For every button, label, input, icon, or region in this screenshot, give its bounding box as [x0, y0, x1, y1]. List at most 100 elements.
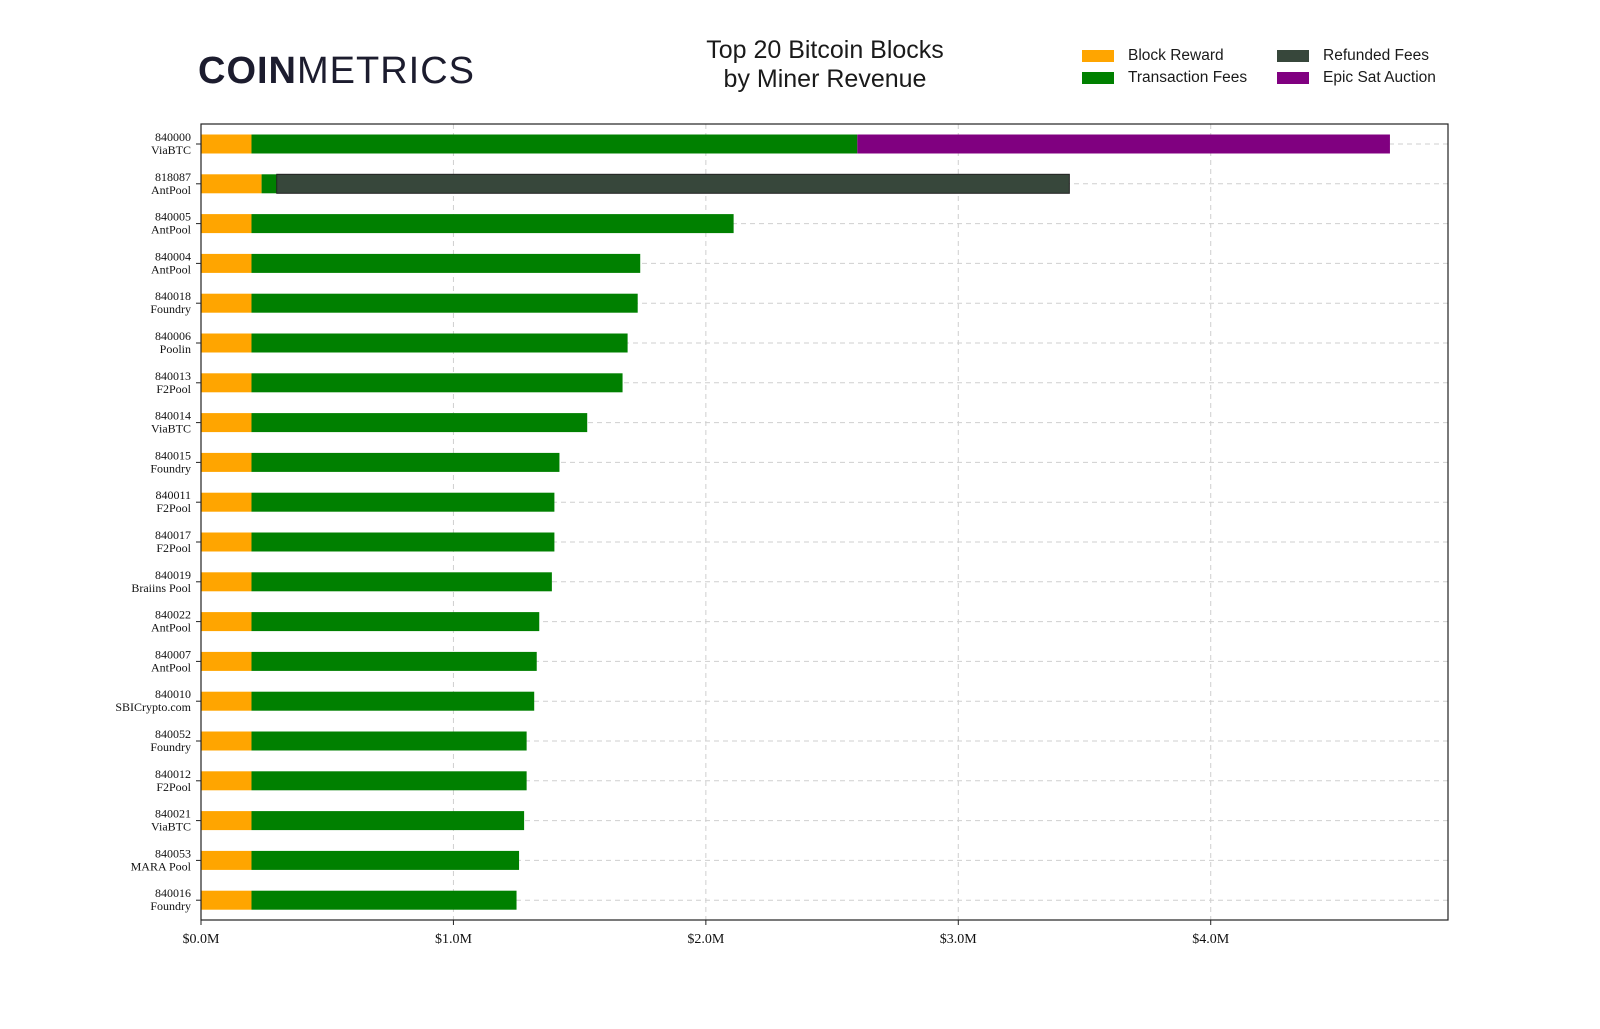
legend-label-block-reward: Block Reward — [1128, 47, 1224, 64]
bar-transaction-fees — [251, 811, 525, 831]
bar-transaction-fees — [251, 253, 641, 273]
bar-block-reward — [201, 134, 252, 154]
bar-block-reward — [201, 373, 252, 393]
y-tick-label-pool: ViaBTC — [151, 820, 191, 834]
y-tick-label-pool: AntPool — [151, 262, 192, 276]
bar-transaction-fees — [261, 174, 277, 194]
y-tick-label-block: 840014 — [155, 409, 191, 423]
y-tick-label-pool: F2Pool — [156, 541, 191, 555]
bar-block-reward — [201, 811, 252, 831]
bar-transaction-fees — [251, 731, 527, 751]
legend-item-transaction-fees: Transaction Fees — [1082, 68, 1247, 88]
plot-frame — [200, 123, 1449, 921]
y-tick-label-pool: ViaBTC — [151, 143, 191, 157]
y-tick-label-pool: SBICrypto.com — [115, 700, 191, 714]
y-tick-label-pool: Poolin — [160, 342, 191, 356]
y-tick-label-block: 840021 — [155, 807, 191, 821]
legend-swatch-epic-sat-auction — [1277, 72, 1309, 84]
bar-block-reward — [201, 452, 252, 472]
bar-block-reward — [201, 890, 252, 910]
y-tick-label-block: 840016 — [155, 886, 191, 900]
y-tick-label-block: 840052 — [155, 727, 191, 741]
bar-block-reward — [201, 492, 252, 512]
y-tick-label-pool: Foundry — [150, 740, 191, 754]
chart-title-line-2: by Miner Revenue — [723, 65, 927, 93]
legend-item-refunded-fees: Refunded Fees — [1277, 46, 1429, 66]
logo-bold-text: COIN — [198, 50, 297, 92]
chart-legend: Block Reward Transaction Fees Refunded F… — [1082, 46, 1482, 96]
bar-block-reward — [201, 771, 252, 791]
bar-block-reward — [201, 253, 252, 273]
x-tick-label: $4.0M — [1192, 932, 1230, 947]
bar-transaction-fees — [251, 134, 858, 154]
y-tick-label-block: 840004 — [155, 249, 191, 263]
bar-transaction-fees — [251, 293, 638, 313]
bar-transaction-fees — [251, 651, 537, 671]
y-tick-label-block: 840011 — [155, 488, 191, 502]
bar-block-reward — [201, 691, 252, 711]
bar-block-reward — [201, 572, 252, 592]
y-tick-label-block: 818087 — [155, 170, 191, 184]
logo-light-text: METRICS — [297, 50, 475, 92]
legend-label-transaction-fees: Transaction Fees — [1128, 69, 1248, 86]
x-tick-label: $1.0M — [435, 932, 473, 947]
legend-label-epic-sat-auction: Epic Sat Auction — [1323, 69, 1436, 86]
bar-block-reward — [201, 214, 252, 234]
bar-block-reward — [201, 850, 252, 870]
bar-transaction-fees — [251, 572, 552, 592]
y-tick-label-pool: AntPool — [151, 621, 192, 635]
y-tick-label-pool: F2Pool — [156, 382, 191, 396]
y-tick-label-block: 840018 — [155, 289, 191, 303]
y-tick-label-block: 840019 — [155, 568, 191, 582]
bar-transaction-fees — [251, 532, 555, 552]
y-tick-label-pool: Foundry — [150, 899, 191, 913]
y-tick-label-block: 840005 — [155, 210, 191, 224]
x-tick-label: $0.0M — [183, 932, 221, 947]
bar-block-reward — [201, 731, 252, 751]
legend-swatch-block-reward — [1082, 50, 1114, 62]
y-tick-label-pool: AntPool — [151, 183, 192, 197]
y-tick-label-block: 840017 — [155, 528, 191, 542]
bar-transaction-fees — [251, 691, 535, 711]
bar-block-reward — [201, 333, 252, 353]
y-tick-label-block: 840013 — [155, 369, 191, 383]
bar-block-reward — [201, 174, 262, 194]
bar-transaction-fees — [251, 452, 560, 472]
y-tick-label-pool: AntPool — [151, 223, 192, 237]
legend-label-refunded-fees: Refunded Fees — [1323, 47, 1429, 64]
y-tick-label-pool: F2Pool — [156, 780, 191, 794]
y-tick-label-pool: F2Pool — [156, 501, 191, 515]
y-tick-label-block: 840010 — [155, 687, 191, 701]
legend-swatch-transaction-fees — [1082, 72, 1114, 84]
y-tick-label-pool: Foundry — [150, 461, 191, 475]
bar-transaction-fees — [251, 612, 540, 632]
y-tick-label-block: 840000 — [155, 130, 191, 144]
y-tick-label-block: 840007 — [155, 647, 191, 661]
x-tick-label: $3.0M — [940, 932, 978, 947]
y-tick-label-pool: Foundry — [150, 302, 191, 316]
y-tick-label-pool: MARA Pool — [131, 859, 192, 873]
bar-epic-sat-auction — [857, 134, 1390, 154]
bar-refunded-fees — [276, 173, 1070, 194]
bar-block-reward — [201, 612, 252, 632]
y-tick-label-block: 840053 — [155, 846, 191, 860]
legend-swatch-refunded-fees — [1277, 50, 1309, 62]
y-tick-label-block: 840015 — [155, 448, 191, 462]
y-tick-label-block: 840012 — [155, 767, 191, 781]
bar-transaction-fees — [251, 413, 588, 433]
bar-block-reward — [201, 532, 252, 552]
y-tick-label-block: 840022 — [155, 608, 191, 622]
bar-transaction-fees — [251, 890, 517, 910]
bar-block-reward — [201, 413, 252, 433]
bar-block-reward — [201, 293, 252, 313]
chart-title-line-1: Top 20 Bitcoin Blocks — [706, 36, 944, 64]
chart-title: Top 20 Bitcoin Blocks by Miner Revenue — [640, 36, 1010, 94]
bar-transaction-fees — [251, 214, 734, 234]
bar-transaction-fees — [251, 333, 628, 353]
legend-item-block-reward: Block Reward — [1082, 46, 1224, 66]
y-tick-label-pool: Braiins Pool — [131, 581, 191, 595]
bar-transaction-fees — [251, 771, 527, 791]
y-tick-label-block: 840006 — [155, 329, 191, 343]
